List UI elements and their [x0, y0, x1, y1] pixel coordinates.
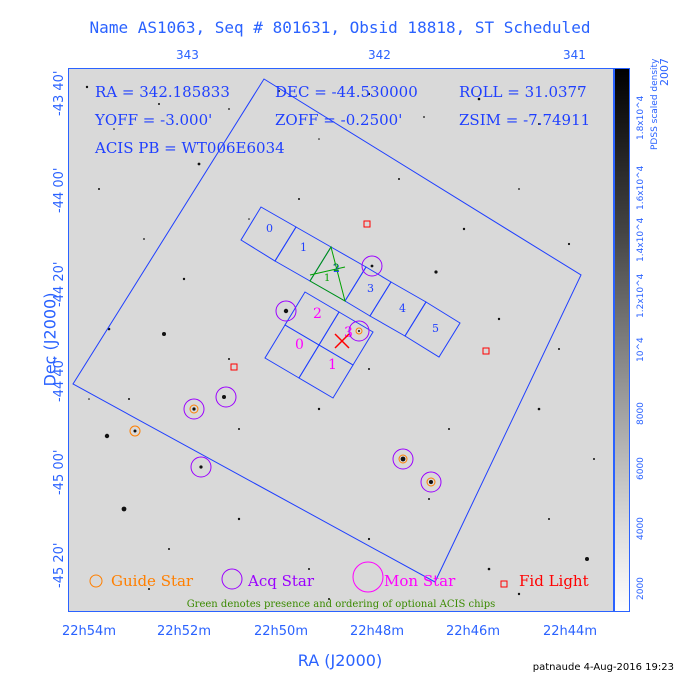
chip-s0: 0 [266, 222, 273, 235]
field-outline [72, 78, 582, 583]
bottom-tick-2: 22h52m [157, 624, 211, 639]
cb-tick-4: 1.2x10^4 [636, 273, 646, 318]
top-tick-341: 341 [563, 48, 586, 62]
cb-tick-3: 1.4x10^4 [636, 217, 646, 262]
dec-tick-2: -44 00' [52, 167, 67, 213]
colorbar-top-value: 2007 [658, 58, 671, 86]
chip-s1: 1 [300, 241, 307, 254]
chip-i2: 2 [313, 306, 322, 322]
dec-tick-6: -45 20' [52, 542, 67, 588]
bottom-tick-1: 22h54m [62, 624, 116, 639]
optional-chips [309, 245, 346, 303]
optional-chip-2: 2 [333, 263, 339, 274]
top-tick-343: 343 [176, 48, 199, 62]
legend-mon: Mon Star [384, 572, 456, 590]
chip-s4: 4 [399, 302, 406, 315]
guide-stars [129, 327, 436, 487]
top-tick-342: 342 [368, 48, 391, 62]
info-ra: RA = 342.185833 [95, 83, 230, 101]
plot-title: Name AS1063, Seq # 801631, Obsid 18818, … [89, 18, 591, 37]
cb-tick-1: 1.8x10^4 [636, 95, 646, 140]
info-zsim: ZSIM = -7.74911 [459, 111, 590, 129]
legend-guide: Guide Star [111, 572, 194, 590]
cb-tick-8: 4000 [636, 517, 646, 540]
info-dec: DEC = -44.530000 [275, 83, 418, 101]
info-roll: ROLL = 31.0377 [459, 83, 587, 101]
acis-i-array [264, 291, 374, 399]
info-zoff: ZOFF = -0.2500' [275, 111, 402, 129]
aimpoint-marker [334, 333, 350, 349]
bottom-tick-6: 22h44m [543, 624, 597, 639]
chip-i1: 1 [328, 357, 337, 373]
bottom-tick-4: 22h48m [350, 624, 404, 639]
cb-tick-2: 1.6x10^4 [636, 165, 646, 210]
bottom-tick-3: 22h50m [254, 624, 308, 639]
info-yoff: YOFF = -3.000' [94, 111, 212, 129]
dec-tick-5: -45 00' [52, 449, 67, 495]
fid-lights [230, 220, 490, 371]
field-overlay: 0 1 2 3 4 5 2 3 0 1 1 2 [72, 78, 595, 610]
cb-tick-7: 6000 [636, 457, 646, 480]
star-field [85, 85, 595, 600]
cb-tick-5: 10^4 [636, 337, 646, 362]
dec-tick-1: -43 40' [52, 70, 67, 116]
legend-fid: Fid Light [519, 572, 589, 590]
dec-axis-label: Dec (J2000) [40, 292, 60, 387]
optional-chip-1: 1 [324, 273, 330, 284]
colorbar [614, 68, 630, 612]
legend-symbols [89, 561, 508, 593]
legend-acq: Acq Star [247, 572, 315, 590]
bottom-tick-5: 22h46m [446, 624, 500, 639]
cb-tick-6: 8000 [636, 402, 646, 425]
chip-s3: 3 [367, 282, 374, 295]
sky-field: 0 1 2 3 4 5 2 3 0 1 1 2 [68, 68, 614, 612]
chip-s2: 2 [333, 262, 340, 275]
timestamp: patnaude 4-Aug-2016 19:23 [532, 662, 674, 673]
acq-stars [183, 255, 442, 493]
info-acis: ACIS PB = WT006E6034 [94, 139, 285, 157]
chip-s5: 5 [432, 322, 439, 335]
ra-axis-label: RA (J2000) [297, 651, 383, 670]
chip-i3: 3 [344, 325, 353, 341]
cb-tick-9: 2000 [636, 577, 646, 600]
legend-note: Green denotes presence and ordering of o… [187, 599, 496, 610]
chip-i0: 0 [295, 337, 304, 353]
